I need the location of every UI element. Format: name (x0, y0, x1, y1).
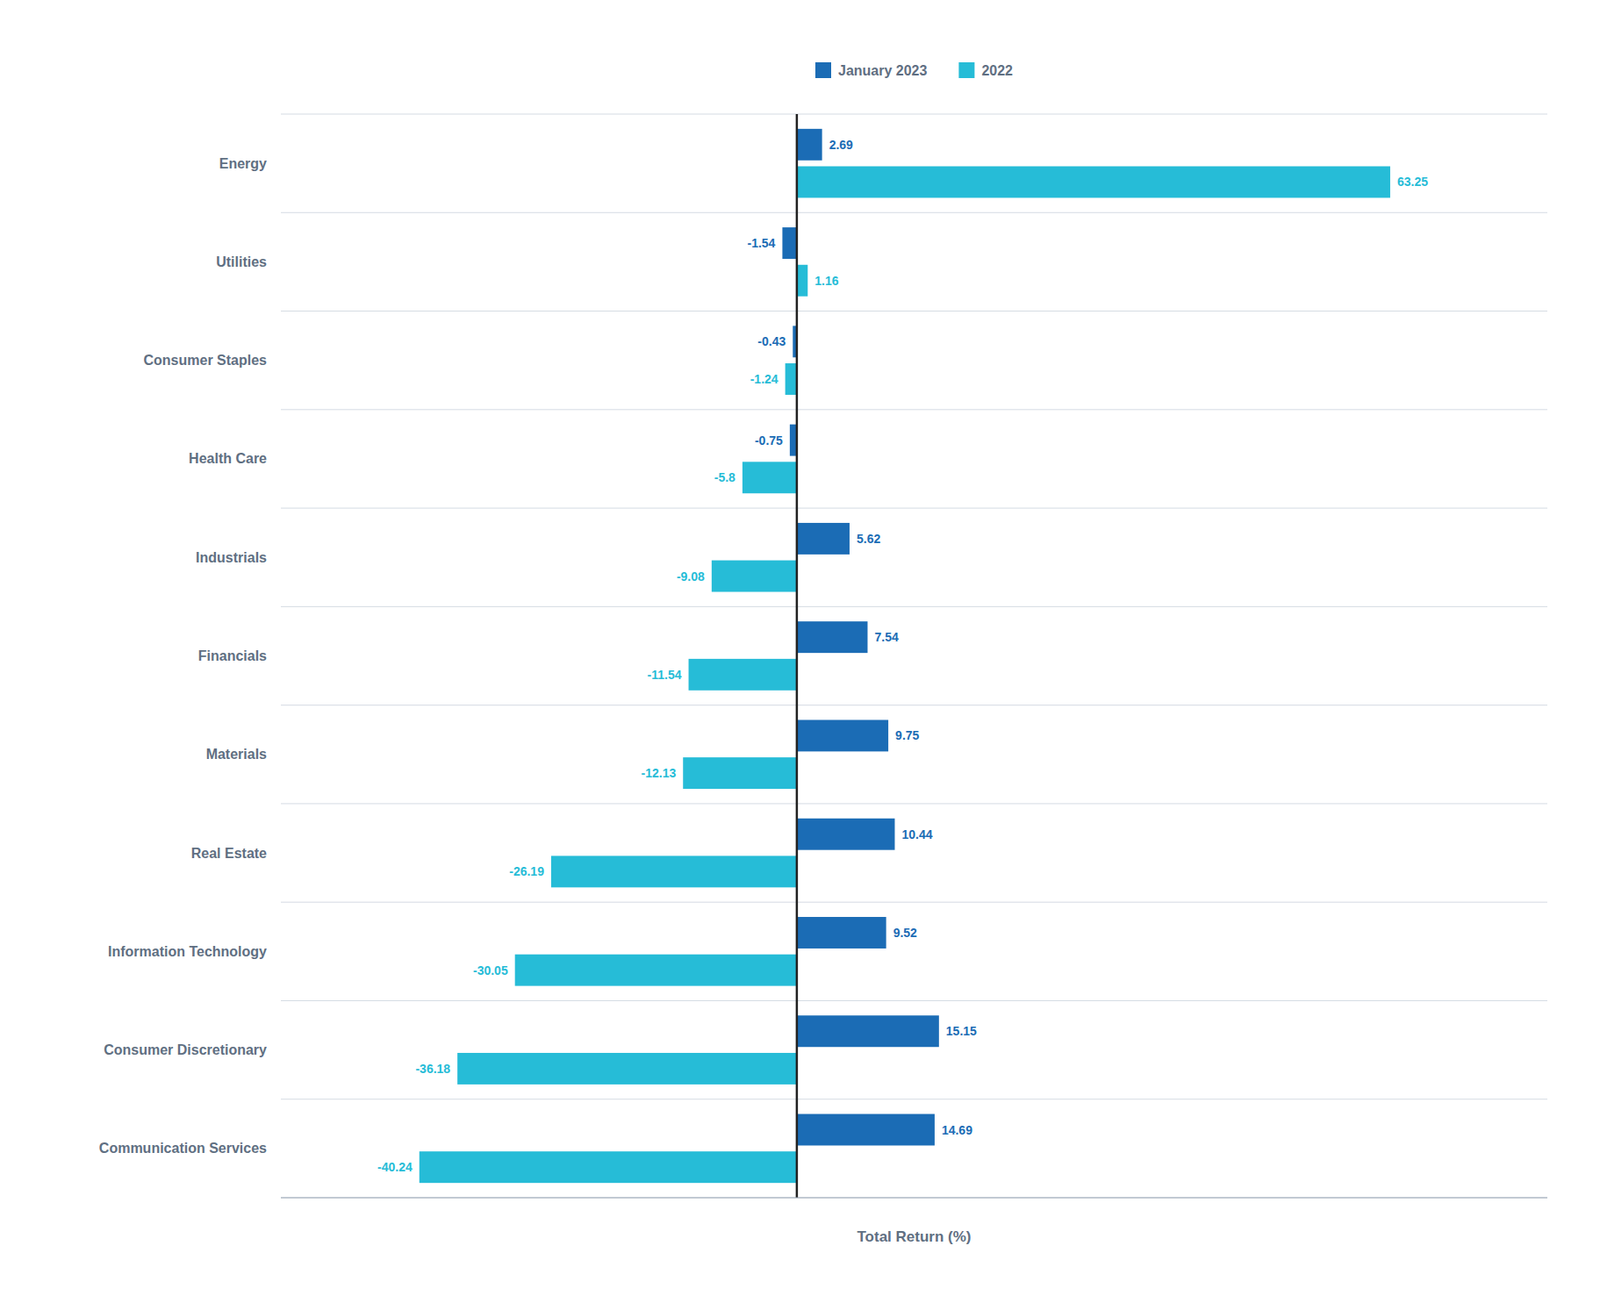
bar (785, 363, 797, 395)
category-separator (280, 408, 1548, 410)
legend-item: 2022 (958, 62, 1013, 79)
data-labels: 2.69 -1.54 -0.43 -0.75 5.62 7.54 9.75 10.44 9.52… (377, 137, 1428, 1175)
category-label: Energy (219, 156, 267, 172)
legend-label: 2022 (981, 63, 1013, 79)
category-separator (280, 1000, 1548, 1002)
bar (551, 855, 797, 888)
bar (711, 560, 797, 593)
bar (796, 1114, 935, 1147)
category-label: Communication Services (99, 1140, 267, 1156)
category-separator (280, 114, 1548, 115)
category-separator (280, 310, 1548, 312)
bar (682, 757, 797, 790)
legend-swatch (958, 62, 975, 79)
legend: January 2023 2022 (815, 62, 1013, 79)
bar (515, 954, 797, 987)
bar (742, 461, 797, 494)
category-label: Materials (206, 746, 267, 762)
category-label: Utilities (215, 254, 267, 270)
bar (419, 1151, 797, 1184)
data-label: -30.05 (473, 963, 509, 978)
x-axis-label: Total Return (%) (856, 1228, 971, 1246)
legend-swatch (815, 62, 832, 79)
data-label: 10.44 (901, 827, 933, 842)
category-separator (280, 902, 1548, 904)
bar (796, 166, 1391, 199)
data-label: -0.43 (757, 334, 786, 349)
bar (796, 621, 869, 653)
data-label: -26.19 (509, 864, 545, 879)
data-label: -40.24 (377, 1160, 413, 1175)
data-label: -5.8 (714, 470, 736, 485)
category-label: Health Care (188, 451, 267, 467)
bar (796, 129, 823, 161)
data-label: 2.69 (829, 137, 854, 152)
bar (688, 659, 797, 691)
category-label: Industrials (195, 550, 267, 566)
data-label: -36.18 (415, 1061, 451, 1077)
legend-label: January 2023 (838, 63, 928, 79)
category-separator (280, 704, 1548, 706)
data-label: -0.75 (754, 433, 783, 448)
data-label: 1.16 (814, 273, 839, 288)
data-label: -1.54 (747, 236, 776, 251)
category-separator (280, 803, 1548, 804)
chart-svg: 2.69 -1.54 -0.43 -0.75 5.62 7.54 9.75 10.44 9.52… (0, 0, 1600, 1303)
legend-item: January 2023 (815, 62, 928, 79)
x-axis-line (280, 1198, 1548, 1199)
bars (419, 129, 1391, 1184)
y-tick-labels: Energy Utilities Consumer Staples Health Ca… (99, 156, 267, 1157)
data-label: 14.69 (941, 1123, 973, 1138)
data-label: 63.25 (1397, 174, 1428, 189)
bar (796, 265, 808, 297)
data-label: -1.24 (750, 372, 779, 387)
data-label: 9.52 (893, 925, 918, 940)
chart-container: 2.69 -1.54 -0.43 -0.75 5.62 7.54 9.75 10.44 9.52… (0, 0, 1600, 1303)
bar (796, 523, 850, 555)
category-label: Financials (198, 648, 267, 664)
category-label: Consumer Staples (143, 352, 268, 368)
category-separator (280, 1098, 1548, 1100)
category-separator (280, 508, 1548, 510)
category-separator (280, 1198, 1548, 1199)
bar (457, 1053, 797, 1085)
data-label: 5.62 (856, 531, 881, 546)
data-label: 15.15 (946, 1024, 977, 1039)
data-label: -9.08 (676, 569, 705, 584)
separators (280, 114, 1548, 1199)
zero-line (796, 114, 799, 1199)
category-label: Information Technology (107, 944, 267, 960)
category-label: Consumer Discretionary (103, 1042, 267, 1058)
bar (796, 917, 887, 949)
bar (796, 818, 896, 851)
data-label: -12.13 (641, 766, 677, 781)
data-label: -11.54 (647, 667, 682, 682)
data-label: 9.75 (895, 728, 919, 743)
category-separator (280, 606, 1548, 608)
data-label: 7.54 (874, 630, 898, 645)
category-label: Real Estate (191, 846, 267, 861)
bar (796, 719, 889, 752)
bar (782, 227, 797, 259)
bar (796, 1015, 940, 1048)
category-separator (280, 212, 1548, 214)
